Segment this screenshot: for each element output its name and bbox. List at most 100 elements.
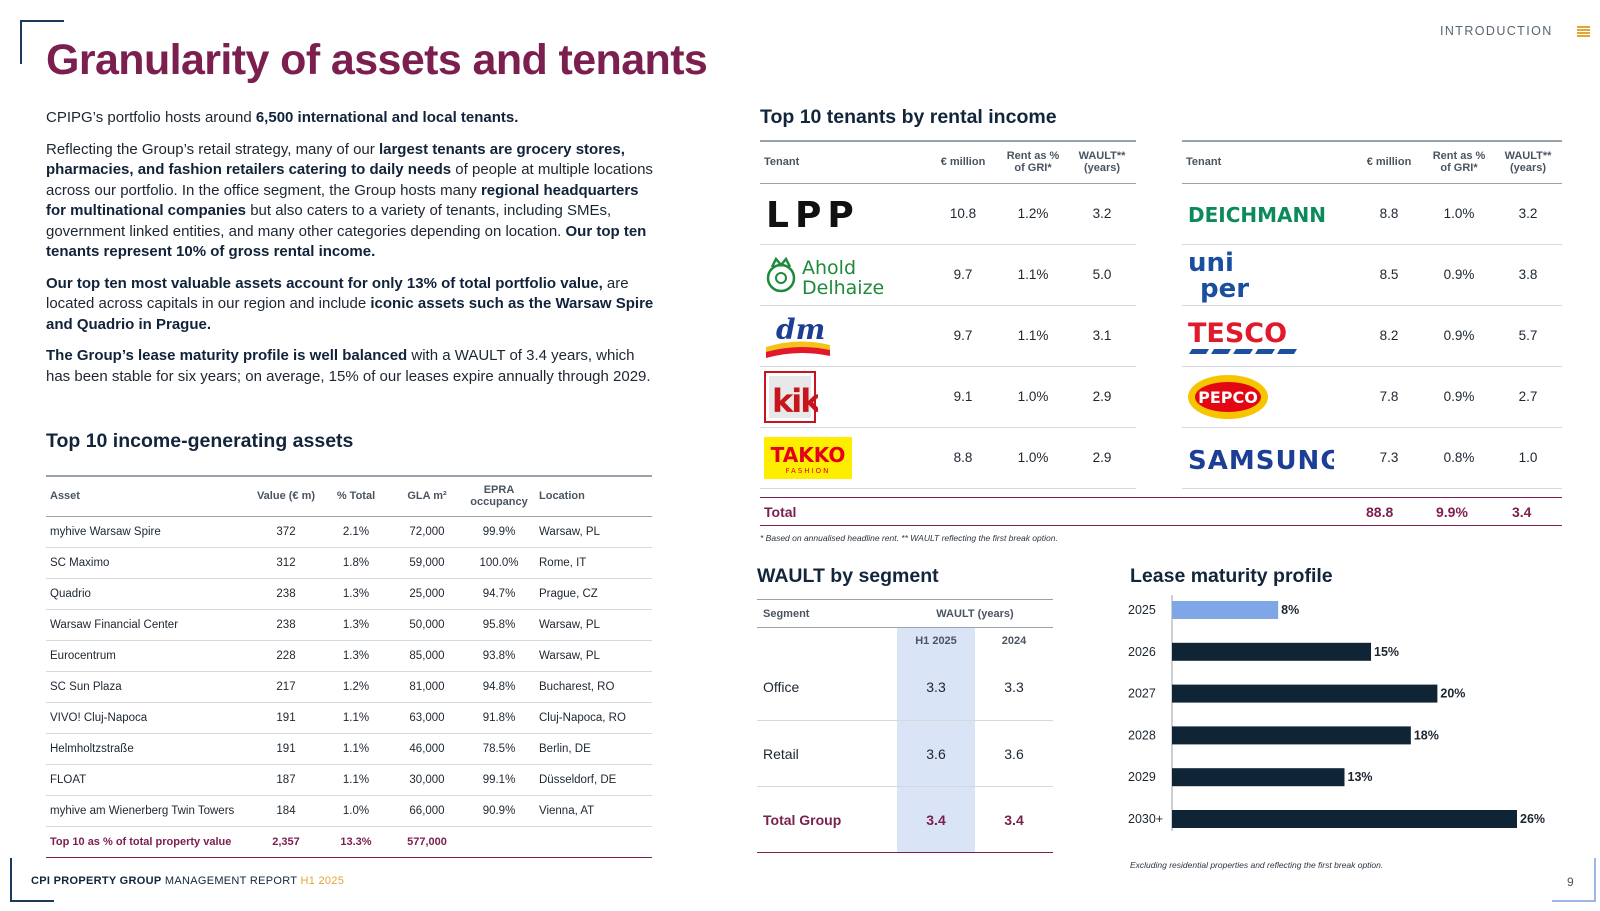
intro-paragraph-3: Our top ten most valuable assets account… — [46, 274, 654, 333]
svg-text:dm: dm — [776, 313, 825, 346]
table-cell: 30,000 — [391, 764, 463, 796]
table-cell: 184 — [251, 795, 321, 827]
column-header: % Total — [321, 475, 391, 517]
kik-logo: kik — [764, 370, 818, 423]
table-cell: 99.1% — [463, 764, 535, 796]
table-cell — [463, 825, 535, 858]
svg-text:TAKKO: TAKKO — [771, 443, 846, 467]
tenant-million: 8.5 — [1354, 244, 1424, 306]
table-row: DEICHMANN 8.8 1.0% 3.2 — [1182, 183, 1562, 245]
page-title: Granularity of assets and tenants — [46, 36, 708, 84]
table-cell: 99.9% — [463, 516, 535, 548]
column-header: WAULT** (years) — [1494, 140, 1562, 184]
column-header: Rent as % of GRI* — [998, 140, 1068, 184]
category-label: 2026 — [1128, 645, 1156, 659]
table-cell — [535, 825, 652, 858]
table-cell: 187 — [251, 764, 321, 796]
tenant-rent: 1.2% — [998, 183, 1068, 245]
tenant-wault: 2.9 — [1068, 366, 1136, 428]
table-row: kik 9.1 1.0% 2.9 — [760, 366, 1136, 428]
dm-logo: dm — [766, 313, 830, 358]
tenant-wault: 5.0 — [1068, 244, 1136, 306]
footer-company: CPI PROPERTY GROUP — [31, 875, 162, 887]
table-cell: SC Sun Plaza — [46, 671, 251, 703]
lpp-logo: LPP — [766, 195, 854, 234]
table-cell: 577,000 — [391, 825, 463, 858]
corner-frame-bottom-left — [10, 858, 54, 902]
menu-icon[interactable] — [1577, 26, 1590, 37]
bar — [1172, 642, 1372, 661]
table-cell: 81,000 — [391, 671, 463, 703]
table-row: myhive Warsaw Spire 372 2.1% 72,000 99.9% War… — [46, 516, 652, 548]
table-row: Quadrio 238 1.3% 25,000 94.7% Prague, CZ — [46, 578, 652, 610]
table-cell: 228 — [251, 640, 321, 672]
tenant-rent: 1.0% — [998, 366, 1068, 428]
tenant-million: 9.7 — [928, 244, 998, 306]
table-cell: 238 — [251, 578, 321, 610]
corner-frame-bottom-right — [1552, 858, 1596, 902]
table-cell: Quadrio — [46, 578, 251, 610]
column-header: EPRA occupancy — [463, 475, 535, 517]
table-cell: Berlin, DE — [535, 733, 652, 765]
total-wault: 3.4 — [1512, 504, 1532, 520]
tenant-wault: 2.9 — [1068, 427, 1136, 489]
svg-text:PEPCO: PEPCO — [1198, 388, 1258, 407]
table-cell: 191 — [251, 733, 321, 765]
tenant-rent: 1.0% — [1424, 183, 1494, 245]
table-cell: 1.3% — [321, 640, 391, 672]
bar — [1172, 810, 1517, 828]
table-row: Warsaw Financial Center 238 1.3% 50,000 95.8… — [46, 609, 652, 641]
svg-text:TESCO: TESCO — [1188, 318, 1287, 349]
table-row: SC Sun Plaza 217 1.2% 81,000 94.8% Bucharest,… — [46, 671, 652, 703]
svg-text:kik: kik — [772, 382, 818, 420]
table-cell: myhive Warsaw Spire — [46, 516, 251, 548]
table-cell: SC Maximo — [46, 547, 251, 579]
tenants-table-left: Tenant € million Rent as % of GRI* WAULT… — [760, 140, 1136, 489]
table-cell: 1.1% — [321, 733, 391, 765]
svg-text:DEICHMANN: DEICHMANN — [1188, 203, 1326, 227]
table-cell: Top 10 as % of total property value — [46, 825, 251, 858]
footer-period: H1 2025 — [300, 875, 345, 887]
tenant-million: 8.8 — [1354, 183, 1424, 245]
column-header: WAULT** (years) — [1068, 140, 1136, 184]
table-cell: Warsaw, PL — [535, 516, 652, 548]
table-cell: 93.8% — [463, 640, 535, 672]
tenant-rent: 1.1% — [998, 305, 1068, 367]
value-label: 8% — [1281, 603, 1299, 617]
table-cell: Helmholtzstraße — [46, 733, 251, 765]
table-row: SAMSUNG 7.3 0.8% 1.0 — [1182, 427, 1562, 489]
period-header: H1 2025 — [897, 627, 975, 655]
table-cell: 25,000 — [391, 578, 463, 610]
tenant-million: 8.8 — [928, 427, 998, 489]
bar — [1172, 601, 1279, 619]
wault-prev: 3.4 — [975, 786, 1053, 853]
table-row: Eurocentrum 228 1.3% 85,000 93.8% Warsaw, PL — [46, 640, 652, 672]
assets-title: Top 10 income-generating assets — [46, 430, 354, 452]
table-cell: Bucharest, RO — [535, 671, 652, 703]
corner-frame-top-left — [20, 20, 64, 64]
table-cell: 13.3% — [321, 825, 391, 858]
category-label: 2030+ — [1128, 812, 1163, 826]
table-cell: 85,000 — [391, 640, 463, 672]
table-cell: 94.8% — [463, 671, 535, 703]
column-header: € million — [928, 140, 998, 184]
tenant-million: 9.7 — [928, 305, 998, 367]
wault-h1: 3.4 — [897, 786, 975, 853]
uniper-logo: uni per — [1188, 248, 1249, 303]
column-header: € million — [1354, 140, 1424, 184]
svg-text:Ahold: Ahold — [802, 257, 856, 279]
column-header: Rent as % of GRI* — [1424, 140, 1494, 184]
table-cell: Warsaw, PL — [535, 640, 652, 672]
column-header: Value (€ m) — [251, 475, 321, 517]
intro-paragraph-2: Reflecting the Group’s retail strategy, … — [46, 140, 653, 261]
tenant-wault: 2.7 — [1494, 366, 1562, 428]
section-link-introduction[interactable]: INTRODUCTION — [1440, 24, 1553, 38]
table-cell: 94.7% — [463, 578, 535, 610]
takko-logo: TAKKO FASHION — [764, 436, 852, 479]
total-rent: 9.9% — [1436, 504, 1468, 520]
table-row: VIVO! Cluj-Napoca 191 1.1% 63,000 91.8% Cluj-… — [46, 702, 652, 734]
table-cell: 1.1% — [321, 764, 391, 796]
tenant-wault: 1.0 — [1494, 427, 1562, 489]
value-label: 15% — [1374, 645, 1399, 659]
table-row: myhive am Wienerberg Twin Towers 184 1.0% 6… — [46, 795, 652, 827]
